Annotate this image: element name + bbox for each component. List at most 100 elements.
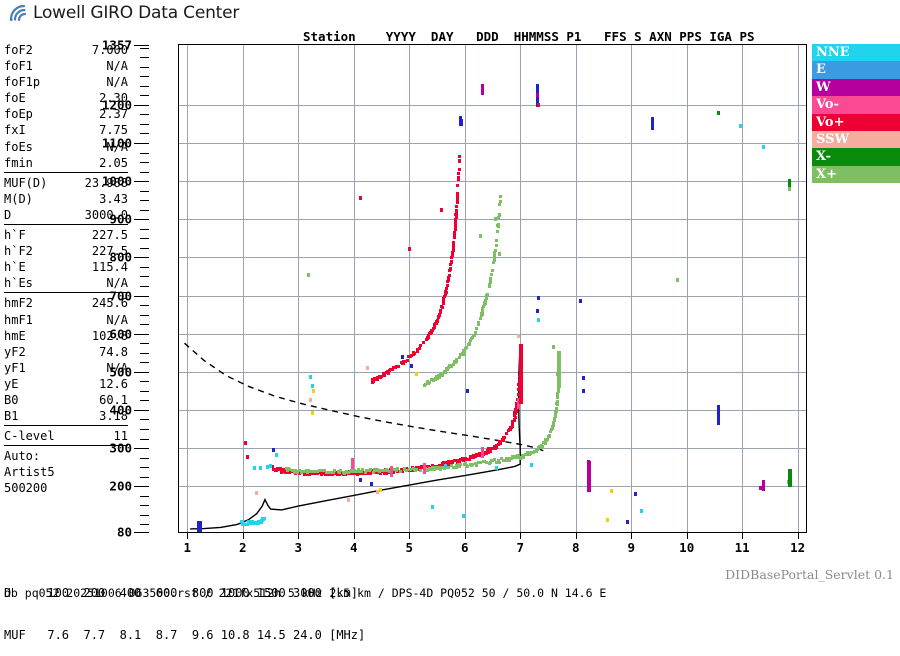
echo-point [438, 376, 441, 379]
legend-item-vo[interactable]: Vo- [812, 96, 900, 114]
param-row-c-level: C-level 11 [4, 428, 128, 444]
echo-point [509, 428, 512, 431]
echo-point [198, 523, 202, 527]
param-value: 115.4 [91, 260, 128, 275]
legend-item-e[interactable]: E [812, 61, 900, 79]
echo-point [259, 466, 262, 470]
echo-point [370, 482, 373, 486]
echo-point [408, 247, 411, 251]
echo-point [446, 284, 449, 287]
echo-point [296, 471, 299, 474]
x-tick [631, 533, 632, 539]
echo-point [271, 465, 274, 468]
y-tick-minor [140, 238, 149, 239]
echo-point [383, 469, 386, 472]
y-tick-minor [140, 76, 149, 77]
echo-point [426, 380, 429, 383]
echo-point [358, 470, 361, 473]
echo-point [495, 466, 498, 470]
echo-point [788, 472, 792, 477]
y-tick-major [134, 532, 149, 533]
param-row-h-f: h`F 227.5 [4, 227, 128, 243]
echo-point [475, 327, 478, 330]
echo-point [419, 344, 422, 347]
echo-point [587, 464, 591, 468]
echo-point [556, 392, 559, 395]
param-value: 74.8 [99, 344, 128, 359]
echo-point [587, 485, 591, 489]
auto-line-0: Auto: [4, 449, 41, 464]
echo-point [440, 208, 443, 212]
echo-point [372, 471, 375, 474]
echo-point [248, 520, 251, 523]
echo-point [449, 263, 452, 266]
echo-point [468, 458, 471, 461]
echo-point [519, 383, 523, 388]
echo-point [433, 326, 436, 329]
echo-point [536, 93, 539, 97]
echo-point [453, 232, 456, 235]
y-tick-major [134, 296, 149, 297]
echo-point [263, 517, 266, 520]
echo-point [438, 314, 441, 317]
echo-point [493, 445, 496, 448]
echo-point [359, 196, 362, 200]
legend-item-x[interactable]: X- [812, 148, 900, 166]
legend-item-ssw[interactable]: SSW [812, 130, 900, 149]
echo-point [369, 468, 372, 471]
echo-point [328, 471, 331, 474]
param-key: B0 [4, 392, 19, 407]
echo-point [502, 439, 505, 442]
echo-point [497, 223, 500, 226]
echo-point [788, 469, 792, 474]
echo-point [526, 451, 529, 454]
param-value: 11 [113, 429, 128, 444]
echo-point [437, 374, 440, 377]
echo-point [312, 472, 315, 475]
legend-item-nne[interactable]: NNE [812, 44, 900, 62]
echo-point [491, 269, 494, 272]
param-row-yf2: yF2 74.8 [4, 344, 128, 360]
echo-point [517, 405, 520, 409]
echo-point [444, 293, 447, 296]
echo-point [409, 468, 412, 471]
echo-point [496, 461, 499, 464]
echo-point [379, 488, 382, 492]
echo-point [505, 432, 508, 435]
echo-point [445, 291, 448, 294]
echo-point [386, 469, 389, 472]
model-curve-1 [190, 354, 521, 530]
legend-item-vo[interactable]: Vo+ [812, 113, 900, 131]
echo-point [515, 456, 518, 459]
echo-point [372, 380, 375, 383]
echo-point [587, 488, 591, 492]
echo-point [454, 224, 457, 227]
ionogram-plot[interactable] [178, 44, 807, 533]
echo-point [522, 456, 525, 459]
echo-point [555, 410, 558, 413]
legend-item-x[interactable]: X+ [812, 165, 900, 184]
echo-point [418, 347, 421, 350]
echo-point [253, 466, 256, 470]
echo-point [481, 313, 484, 316]
v-gridline [631, 45, 632, 532]
legend-item-w[interactable]: W [812, 78, 900, 97]
echo-point [536, 309, 539, 313]
echo-point [435, 375, 438, 378]
echo-point [517, 334, 520, 338]
echo-point [442, 297, 445, 300]
distance-row: D 100 200 400 600 800 1000 1500 3000 [km… [4, 586, 359, 600]
echo-point [382, 372, 385, 375]
echo-point [587, 480, 591, 484]
echo-point [459, 353, 462, 356]
echo-point [440, 466, 443, 469]
echo-point [438, 466, 441, 469]
v-gridline [409, 45, 410, 532]
echo-point [439, 309, 442, 312]
echo-point [717, 421, 720, 425]
y-tick-minor [140, 315, 149, 316]
y-tick-minor [140, 200, 149, 201]
echo-point [517, 398, 520, 402]
echo-point [499, 200, 502, 203]
echo-point [450, 256, 453, 259]
